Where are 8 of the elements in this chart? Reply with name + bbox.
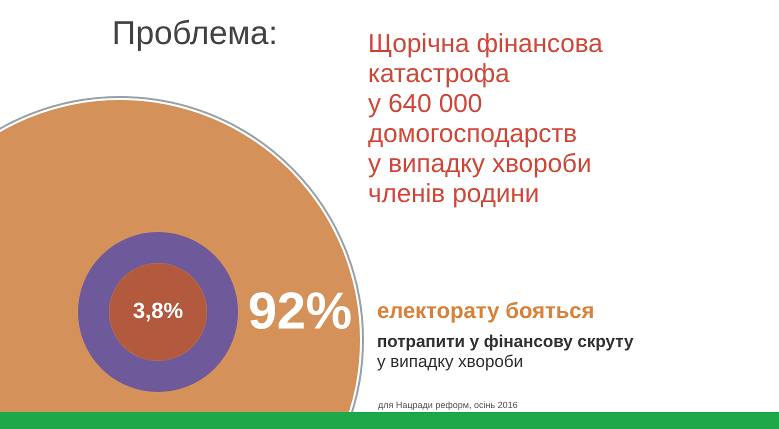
data-label: 92% <box>248 282 352 340</box>
data-label: 3,8% <box>132 298 184 324</box>
text: Щорічна фінансова катастрофа у 640 000 домогосподарств у випадку хвороби членів родини <box>368 28 603 208</box>
text: у випадку хвороби <box>377 352 524 372</box>
text: електорату бояться <box>377 298 594 324</box>
text: для Нацради реформ, осінь 2016 <box>378 400 518 410</box>
text: Проблема: <box>112 14 278 52</box>
text: потрапити у фінансову скруту <box>377 332 634 352</box>
